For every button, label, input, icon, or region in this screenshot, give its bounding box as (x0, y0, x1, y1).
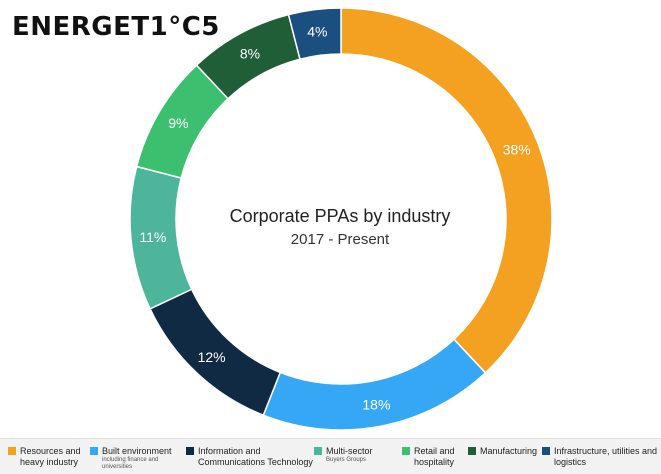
legend-swatch (314, 447, 322, 455)
legend-swatch (8, 447, 16, 455)
legend-label: Built environment (102, 446, 172, 456)
slice-label-1: 18% (362, 397, 390, 413)
legend-label: Resources and heavy industry (20, 446, 81, 467)
donut-chart: 38% 18% 12% 11% 9% 8% 4% (129, 7, 553, 431)
slice-label-0: 38% (503, 141, 531, 157)
legend-label: Multi-sector (326, 446, 373, 456)
energetics-logo: ENERGET1°C5 (12, 12, 220, 42)
legend-sublabel: Buyers Groups (326, 457, 367, 463)
legend-sublabel: including finance and universities (102, 457, 159, 470)
legend-label: Information and Communications Technology (198, 446, 313, 467)
legend-swatch (90, 447, 98, 455)
chart-subtitle: 2017 - Present (290, 231, 390, 248)
donut-slice-1 (262, 338, 487, 431)
donut-slice-6 (287, 7, 342, 61)
legend-swatch (468, 447, 476, 455)
slice-label-2: 12% (198, 349, 226, 365)
legend-swatch (186, 447, 194, 455)
legend-swatch (542, 447, 550, 455)
legend-swatch (402, 447, 410, 455)
slice-label-3: 11% (139, 229, 166, 245)
chart-legend: Resources and heavy industry Built enviro… (0, 438, 661, 474)
chart-title: Corporate PPAs by industry (229, 206, 451, 226)
slice-label-4: 9% (168, 115, 188, 131)
legend-label: Manufacturing (480, 446, 538, 456)
donut-slice-0 (340, 7, 553, 374)
slice-label-5: 8% (240, 45, 260, 61)
legend-label: Retail and hospitality (414, 446, 455, 467)
slice-label-6: 4% (307, 23, 327, 39)
legend-label: Infrastructure, utilities and logistics (554, 446, 658, 467)
